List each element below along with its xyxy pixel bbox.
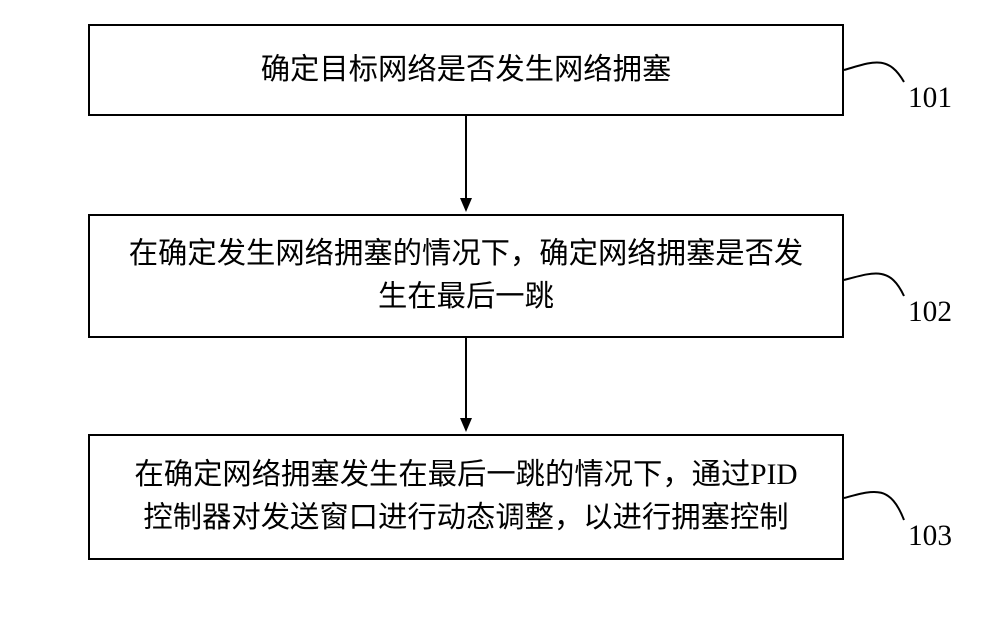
flow-node-3-text: 在确定网络拥塞发生在最后一跳的情况下，通过PID控制器对发送窗口进行动态调整，以… (134, 454, 797, 539)
flow-node-2-label: 102 (908, 296, 952, 329)
label-connectors-group (844, 62, 904, 520)
label-connector (844, 273, 904, 296)
flow-node-1-label: 101 (908, 82, 952, 115)
flow-node-2-text: 在确定发生网络拥塞的情况下，确定网络拥塞是否发生在最后一跳 (129, 233, 804, 318)
flowchart-canvas: 确定目标网络是否发生网络拥塞 101 在确定发生网络拥塞的情况下，确定网络拥塞是… (0, 0, 1000, 619)
label-connector (844, 492, 904, 520)
flow-node-2: 在确定发生网络拥塞的情况下，确定网络拥塞是否发生在最后一跳 (88, 214, 844, 338)
flow-node-3-label: 103 (908, 520, 952, 553)
flow-node-1-text: 确定目标网络是否发生网络拥塞 (261, 49, 672, 92)
flow-node-3: 在确定网络拥塞发生在最后一跳的情况下，通过PID控制器对发送窗口进行动态调整，以… (88, 434, 844, 560)
label-connector (844, 62, 904, 82)
flow-node-1: 确定目标网络是否发生网络拥塞 (88, 24, 844, 116)
